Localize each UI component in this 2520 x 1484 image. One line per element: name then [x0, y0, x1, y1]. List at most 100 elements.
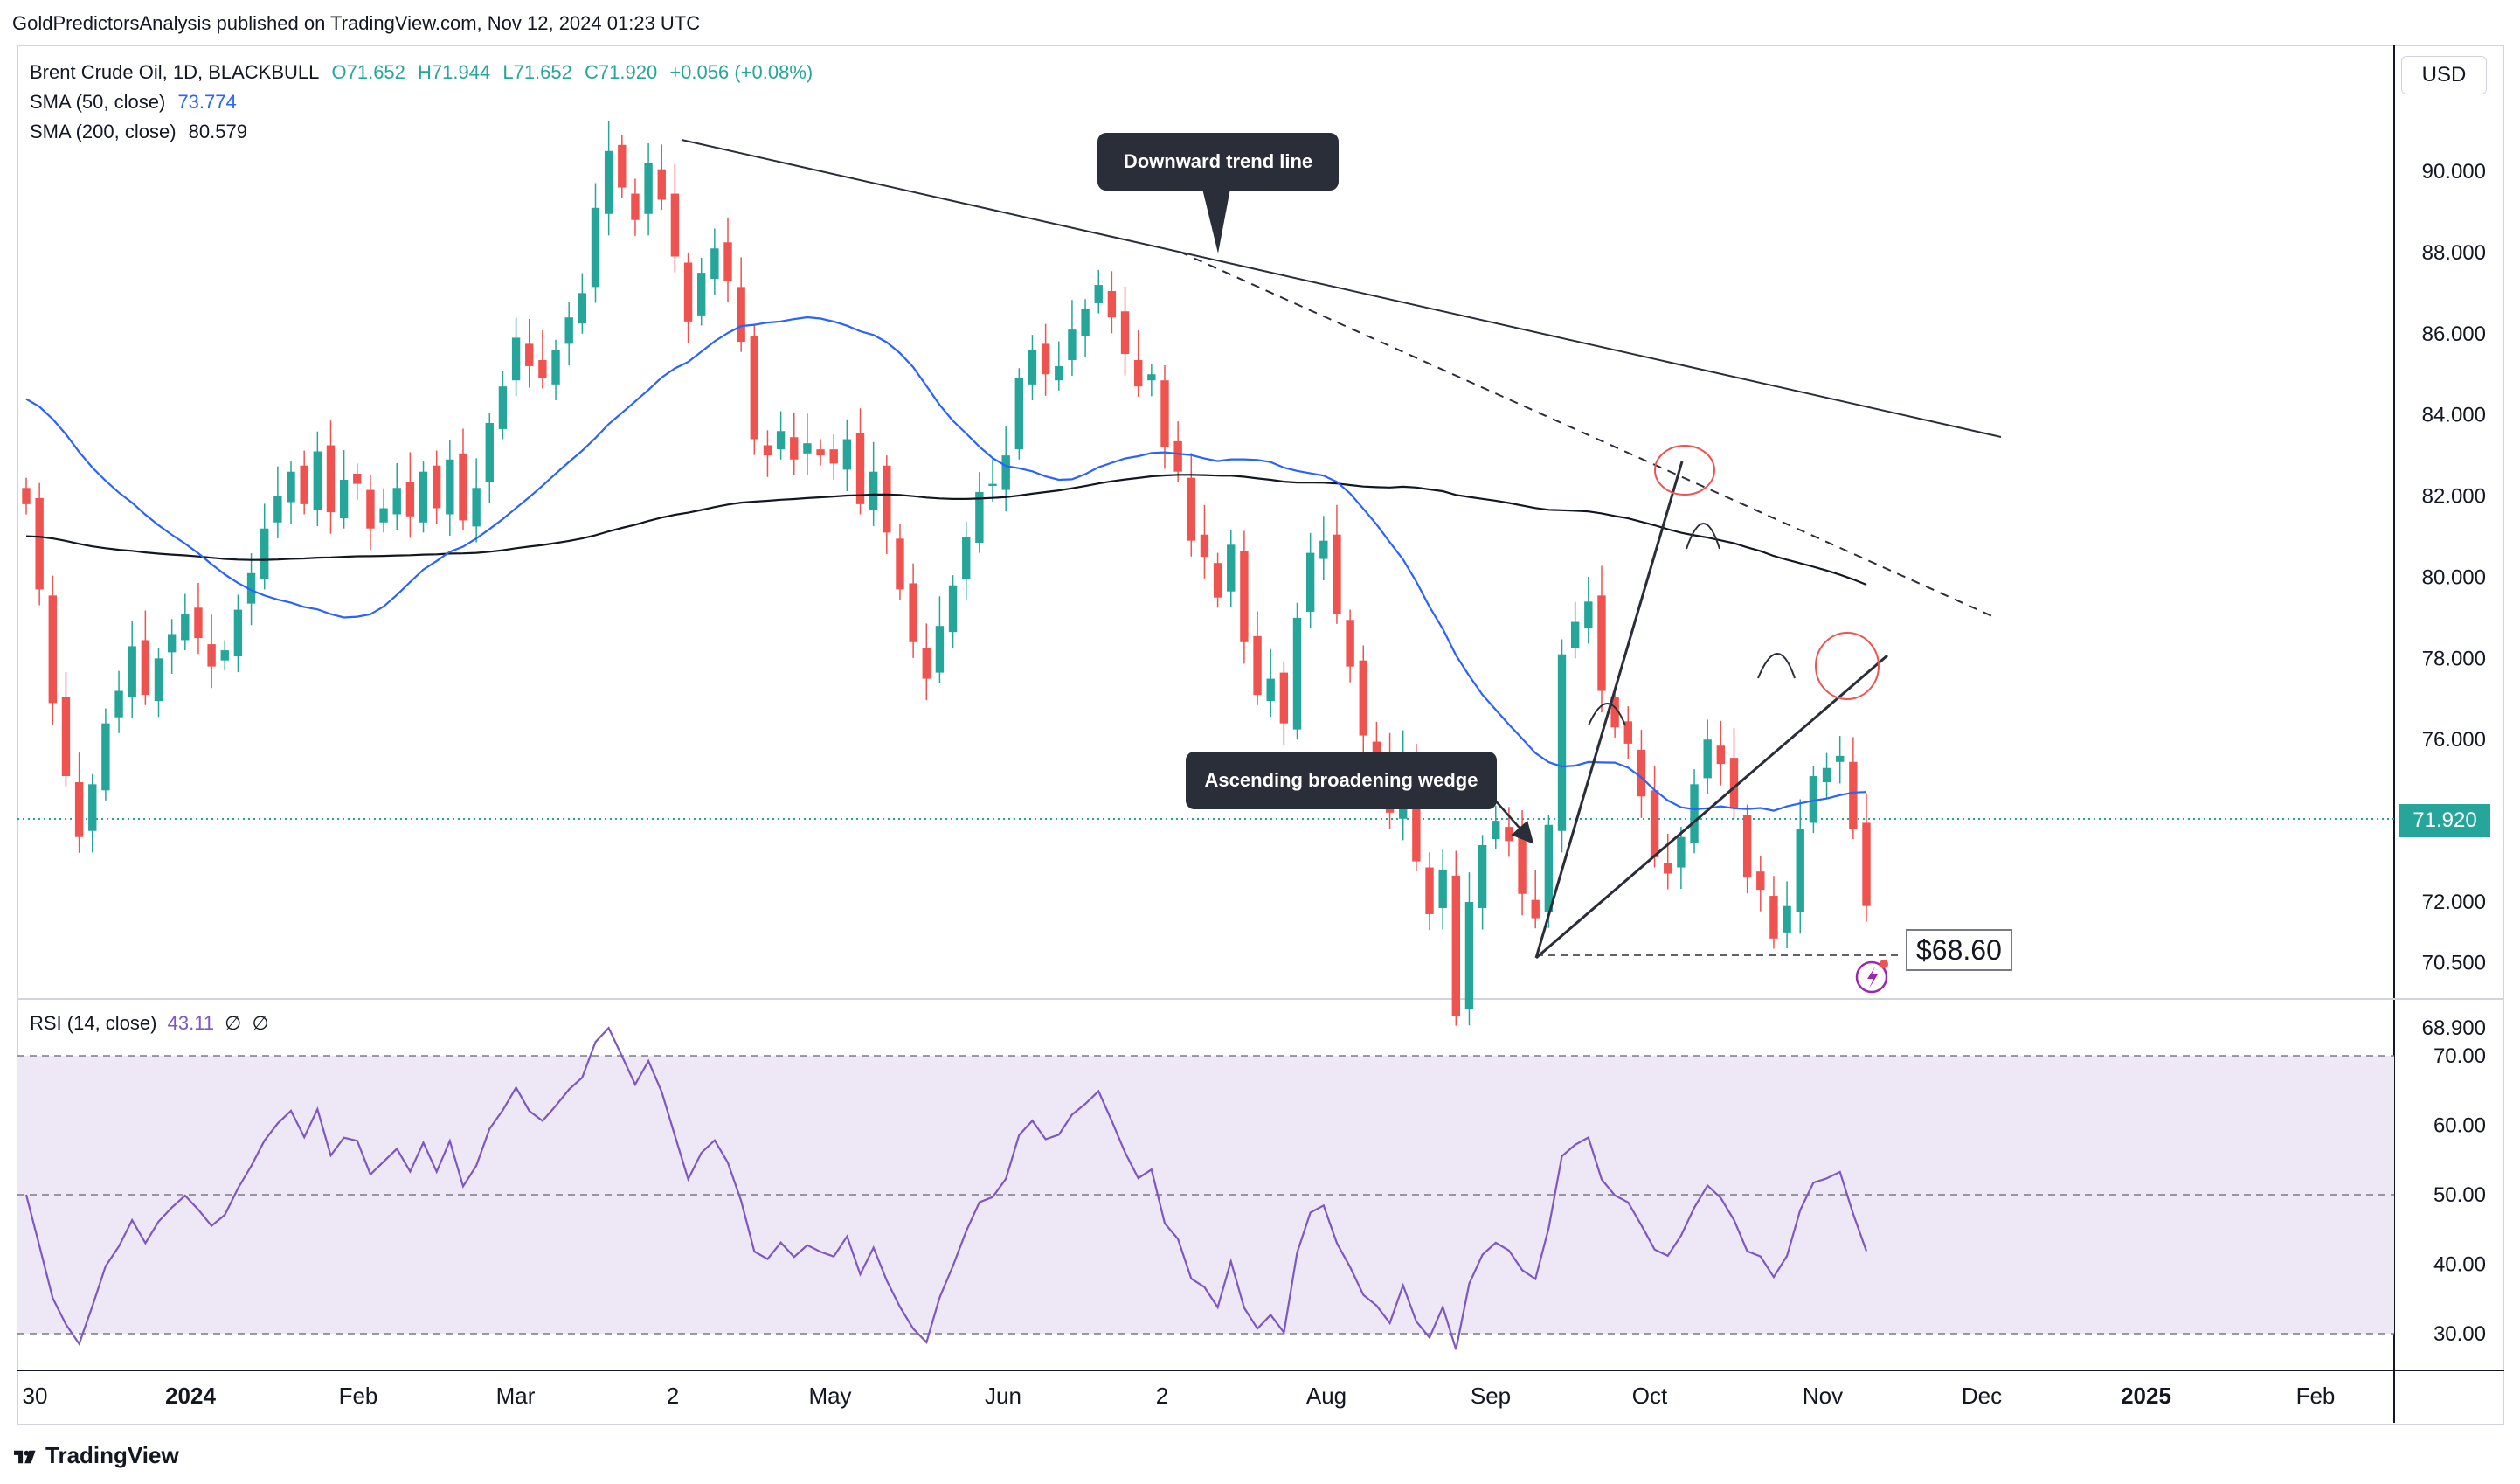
- candle: [1570, 621, 1580, 648]
- candle: [551, 350, 560, 385]
- rsi-label: RSI (14, close): [30, 1012, 157, 1034]
- price-tick-5: 80.000: [2422, 565, 2486, 589]
- candle: [1213, 563, 1222, 598]
- rsi-legend[interactable]: RSI (14, close) 43.11 ∅ ∅: [30, 1012, 269, 1035]
- candle: [35, 497, 44, 590]
- candle: [1187, 477, 1195, 541]
- candle: [1650, 790, 1659, 857]
- candle: [723, 242, 732, 281]
- price-tick-2: 86.000: [2422, 322, 2486, 346]
- time-tick-1: 2024: [165, 1383, 216, 1409]
- candle: [128, 646, 136, 697]
- symbol-name[interactable]: Brent Crude Oil, 1D, BLACKBULL: [30, 61, 320, 83]
- candle: [737, 287, 745, 343]
- candle: [750, 336, 759, 440]
- time-tick-0: 30: [23, 1383, 48, 1409]
- candle: [1094, 285, 1103, 303]
- candle: [829, 449, 838, 464]
- low-value: L71.652: [502, 61, 572, 83]
- candle: [1610, 697, 1619, 728]
- sma200-label: SMA (200, close): [30, 121, 177, 142]
- candle: [300, 465, 308, 504]
- time-tick-3: Mar: [496, 1383, 536, 1409]
- candle: [22, 488, 31, 504]
- candle: [246, 572, 256, 604]
- candle: [485, 422, 494, 482]
- sma200-line: [25, 474, 1867, 586]
- candle: [591, 207, 600, 288]
- candle: [1147, 374, 1156, 381]
- downward-trend-callout: Downward trend line: [1097, 133, 1339, 191]
- candle: [1742, 815, 1752, 878]
- sma50-row[interactable]: SMA (50, close) 73.774: [30, 87, 820, 117]
- trend-callout-tail: [1202, 189, 1230, 253]
- candle: [816, 449, 825, 456]
- lightning-icon[interactable]: [1855, 960, 1888, 994]
- candle: [220, 650, 229, 661]
- candle: [1518, 835, 1527, 894]
- price-axis[interactable]: 90.000 88.000 86.000 84.000 82.000 80.000 78.0…: [2422, 160, 2486, 1040]
- candle: [1783, 905, 1791, 933]
- time-tick-13: 2025: [2121, 1383, 2171, 1409]
- candle: [1359, 660, 1367, 736]
- candle: [260, 528, 269, 579]
- candle: [1107, 291, 1117, 318]
- candle: [1464, 902, 1474, 1010]
- candle: [1227, 544, 1236, 592]
- sma200-row[interactable]: SMA (200, close) 80.579: [30, 117, 820, 147]
- candle: [74, 782, 84, 837]
- candle: [1677, 836, 1686, 868]
- candle: [790, 437, 799, 460]
- candle: [101, 723, 110, 791]
- price-tick-10: 70.500: [2422, 952, 2486, 975]
- candle: [896, 538, 904, 590]
- candle: [644, 163, 653, 214]
- sma200-value: 80.579: [188, 121, 247, 142]
- candle: [1822, 767, 1831, 783]
- candle: [511, 337, 521, 381]
- candle: [1081, 309, 1090, 336]
- candle: [1333, 534, 1341, 614]
- candle: [1557, 654, 1567, 831]
- price-tick-3: 84.000: [2422, 404, 2486, 427]
- candle: [1438, 869, 1447, 908]
- rsi-line: [24, 1026, 1868, 1350]
- candle: [855, 433, 865, 504]
- price-tick-7: 76.000: [2422, 728, 2486, 752]
- candle: [392, 488, 401, 515]
- time-tick-7: 2: [1156, 1383, 1168, 1409]
- candle: [948, 585, 958, 633]
- change-value: +0.056 (+0.08%): [669, 61, 813, 83]
- candle: [405, 482, 415, 517]
- candle: [167, 634, 177, 653]
- time-tick-10: Oct: [1632, 1383, 1668, 1409]
- reversal-circle-1: [1654, 445, 1715, 496]
- time-tick-2: Feb: [339, 1383, 378, 1409]
- candle: [803, 443, 812, 454]
- candle: [446, 459, 454, 515]
- wedge-lower-line: [1535, 654, 1888, 960]
- time-tick-5: May: [808, 1383, 851, 1409]
- candle: [1055, 365, 1063, 381]
- time-tick-14: Feb: [2296, 1383, 2336, 1409]
- rsi-axis[interactable]: 70.00 60.00 50.00 40.00 30.00: [2433, 1044, 2486, 1346]
- candle: [1544, 824, 1554, 912]
- candle: [1478, 844, 1487, 908]
- time-tick-11: Nov: [1803, 1383, 1843, 1409]
- currency-selector[interactable]: USD: [2401, 56, 2487, 94]
- candle: [432, 465, 441, 509]
- footer-brand: TradingView: [45, 1442, 179, 1468]
- candle: [710, 248, 719, 280]
- support-level-label: $68.60: [1906, 929, 2012, 971]
- candle: [313, 451, 322, 510]
- candle: [763, 445, 772, 456]
- sma50-value: 73.774: [177, 91, 237, 113]
- tradingview-logo[interactable]: TradingView: [14, 1442, 179, 1469]
- time-axis[interactable]: 30 2024 Feb Mar 2 May Jun 2 Aug Sep Oct Nov Dec 2025 F…: [23, 1383, 2336, 1409]
- reversal-circle-2: [1815, 632, 1880, 700]
- candle: [1492, 821, 1500, 840]
- candle: [181, 614, 190, 641]
- candle: [883, 465, 891, 533]
- candle: [1041, 343, 1050, 375]
